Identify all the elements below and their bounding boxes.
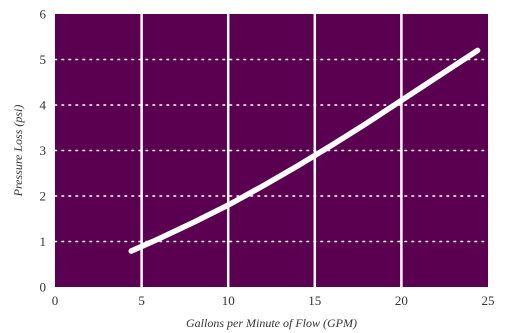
y-axis-label: Pressure Loss (psi): [11, 105, 25, 198]
x-tick-label-25: 25: [482, 293, 495, 308]
y-tick-label-6: 6: [40, 7, 47, 22]
y-tick-label-5: 5: [40, 52, 47, 67]
y-tick-label-2: 2: [40, 189, 47, 204]
x-tick-label-0: 0: [52, 293, 59, 308]
y-tick-label-1: 1: [40, 234, 47, 249]
y-tick-label-4: 4: [40, 98, 47, 113]
tick-labels: 0 5 10 15 20 25 0 1 2 3 4 5 6: [40, 7, 495, 309]
grid: [54, 14, 489, 287]
y-tick-label-0: 0: [40, 280, 47, 295]
y-tick-label-3: 3: [40, 143, 47, 158]
x-tick-label-15: 15: [308, 293, 321, 308]
x-tick-label-20: 20: [395, 293, 408, 308]
series-line-0: [128, 47, 481, 254]
x-tick-label-5: 5: [138, 293, 145, 308]
x-tick-label-10: 10: [222, 293, 235, 308]
x-axis-label: Gallons per Minute of Flow (GPM): [186, 316, 357, 330]
series-layer: [128, 47, 481, 254]
